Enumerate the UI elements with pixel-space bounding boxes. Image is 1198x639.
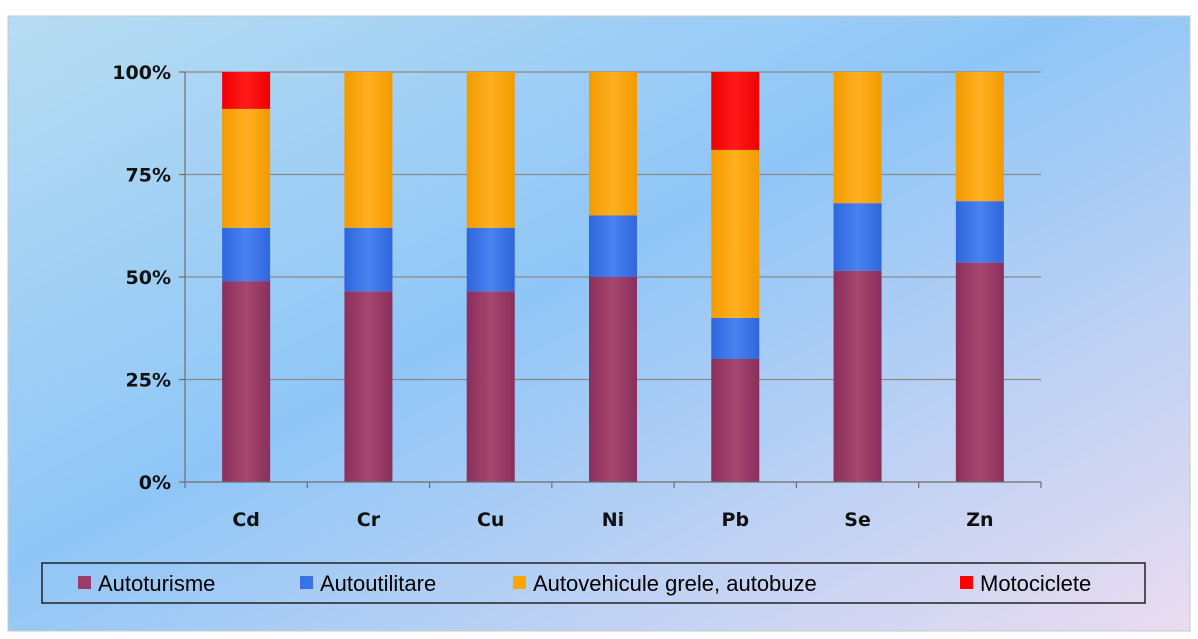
bar-segment-autoutilitare-cu bbox=[466, 227, 515, 292]
bar-segment-motociclete-cd bbox=[222, 72, 271, 109]
x-tick-label: Pb bbox=[722, 509, 750, 531]
bar-segment-autovehicule-grele-autobuze-cu bbox=[466, 72, 515, 228]
y-tick-label: 50% bbox=[126, 267, 171, 289]
bar-segment-autoutilitare-pb bbox=[711, 318, 760, 359]
bar-segment-autoturisme-cr bbox=[344, 291, 393, 482]
bar-segment-autovehicule-grele-autobuze-zn bbox=[955, 72, 1004, 202]
bar-segment-motociclete-pb bbox=[711, 72, 760, 150]
bar-segment-autovehicule-grele-autobuze-cd bbox=[222, 108, 271, 228]
x-tick-label: Cd bbox=[232, 509, 260, 531]
axes: 0% 25% 50% 75% 100% Cd Cr Cu Ni Pb Se Zn bbox=[112, 62, 1042, 531]
legend-label: Autoturisme bbox=[98, 571, 215, 596]
legend-label: Motociclete bbox=[980, 571, 1091, 596]
x-tick-label: Ni bbox=[602, 509, 624, 531]
y-tick-label: 100% bbox=[112, 62, 171, 84]
bar-segment-autovehicule-grele-autobuze-cr bbox=[344, 72, 393, 228]
y-tick-label: 75% bbox=[126, 165, 171, 187]
y-tick-label: 25% bbox=[126, 370, 171, 392]
legend-swatch bbox=[78, 576, 91, 589]
y-tick-label: 0% bbox=[139, 472, 171, 494]
bar-segment-autoturisme-ni bbox=[589, 277, 637, 482]
x-tick-label: Cu bbox=[477, 509, 504, 531]
bar-segment-autovehicule-grele-autobuze-pb bbox=[711, 149, 760, 318]
bar-segment-autoturisme-pb bbox=[711, 359, 760, 482]
bar-segment-autoutilitare-se bbox=[833, 203, 882, 271]
bar-segment-autoutilitare-zn bbox=[955, 201, 1004, 263]
legend-box bbox=[41, 562, 1146, 604]
legend-swatch bbox=[513, 576, 526, 589]
legend-label: Autoutilitare bbox=[320, 571, 436, 596]
bar-segment-autoturisme-cu bbox=[466, 291, 515, 482]
bar-segment-autoturisme-se bbox=[833, 270, 882, 482]
legend-swatch bbox=[960, 576, 973, 589]
bar-segment-autovehicule-grele-autobuze-ni bbox=[589, 72, 637, 216]
bar-segment-autoutilitare-cd bbox=[222, 227, 271, 282]
x-tick-label: Zn bbox=[966, 509, 993, 531]
legend-label: Autovehicule grele, autobuze bbox=[533, 571, 817, 596]
legend-swatch bbox=[300, 576, 313, 589]
bar-segment-autoturisme-cd bbox=[222, 281, 271, 482]
bars bbox=[222, 72, 1004, 482]
legend: Autoturisme Autoutilitare Autovehicule gre… bbox=[41, 562, 1146, 604]
x-tick-label: Se bbox=[844, 509, 871, 531]
bar-segment-autoutilitare-cr bbox=[344, 227, 393, 292]
bar-segment-autovehicule-grele-autobuze-se bbox=[833, 72, 882, 204]
x-tick-label: Cr bbox=[357, 509, 381, 531]
bar-segment-autoturisme-zn bbox=[955, 262, 1004, 482]
bar-segment-autoutilitare-ni bbox=[589, 215, 637, 277]
